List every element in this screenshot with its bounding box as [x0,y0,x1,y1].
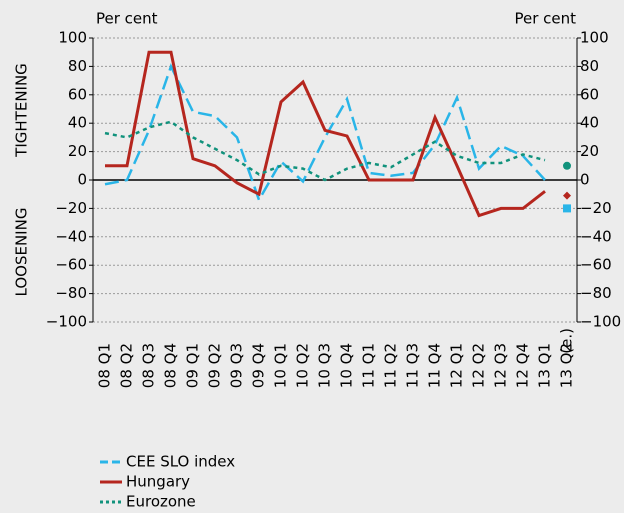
y2-tick-label: 100 [580,29,609,47]
x-tick-label: 08 Q4 [162,343,180,388]
y-tick-label: 40 [68,114,87,132]
x-tick-label: 08 Q1 [96,343,114,388]
x-tick-label: 08 Q2 [118,343,136,388]
annotation: LOOSENING [13,208,31,297]
annotation: (e.) [558,328,576,354]
y2-tick-label: 60 [580,85,599,103]
y-tick-label: −60 [55,256,87,274]
x-tick-label: 11 Q1 [360,343,378,388]
x-tick-label: 10 Q4 [338,343,356,388]
legend-label: Eurozone [126,493,196,511]
y-tick-label: −100 [46,313,87,331]
y-tick-label: 20 [68,142,87,160]
y2-tick-label: −100 [580,313,621,331]
y-tick-label: 0 [77,171,87,189]
y2-tick-label: 80 [580,57,599,75]
legend-label: CEE SLO index [126,453,235,471]
y-axis-label-left: Per cent [96,10,158,28]
x-tick-label: 12 Q4 [514,343,532,388]
x-tick-label: 09 Q3 [228,343,246,388]
y-tick-label: −20 [55,199,87,217]
annotation: TIGHTENING [13,63,31,158]
y-tick-label: 60 [68,85,87,103]
x-tick-label: 13 Q1 [536,343,554,388]
estimate-marker [563,191,571,200]
x-tick-label: 12 Q1 [448,343,466,388]
x-tick-label: 10 Q2 [294,343,312,388]
y-tick-label: 100 [58,29,87,47]
y2-tick-label: −40 [580,227,612,245]
x-tick-label: 09 Q4 [250,343,268,388]
estimate-marker [563,204,571,213]
legend-label: Hungary [126,473,190,491]
y2-tick-label: −20 [580,199,612,217]
x-tick-label: 08 Q3 [140,343,158,388]
y2-tick-label: −60 [580,256,612,274]
x-tick-label: 10 Q3 [316,343,334,388]
x-tick-label: 13 Q2 [558,343,576,388]
x-tick-label: 09 Q2 [206,343,224,388]
y-tick-label: 80 [68,57,87,75]
y-tick-label: −80 [55,284,87,302]
y2-tick-label: −80 [580,284,612,302]
y2-tick-label: 0 [580,171,590,189]
x-tick-label: 11 Q4 [426,343,444,388]
x-tick-label: 12 Q2 [470,343,488,388]
series-line [104,120,546,182]
y-tick-label: −40 [55,227,87,245]
series-line [105,50,546,218]
x-tick-label: 11 Q2 [382,343,400,388]
x-tick-label: 12 Q3 [492,343,510,388]
y-axis-label-right: Per cent [514,10,576,28]
x-tick-label: 10 Q1 [272,343,290,388]
estimate-marker [563,161,571,170]
x-tick-label: 11 Q3 [404,343,422,388]
x-tick-label: 09 Q1 [184,343,202,388]
y2-tick-label: 40 [580,114,599,132]
y2-tick-label: 20 [580,142,599,160]
